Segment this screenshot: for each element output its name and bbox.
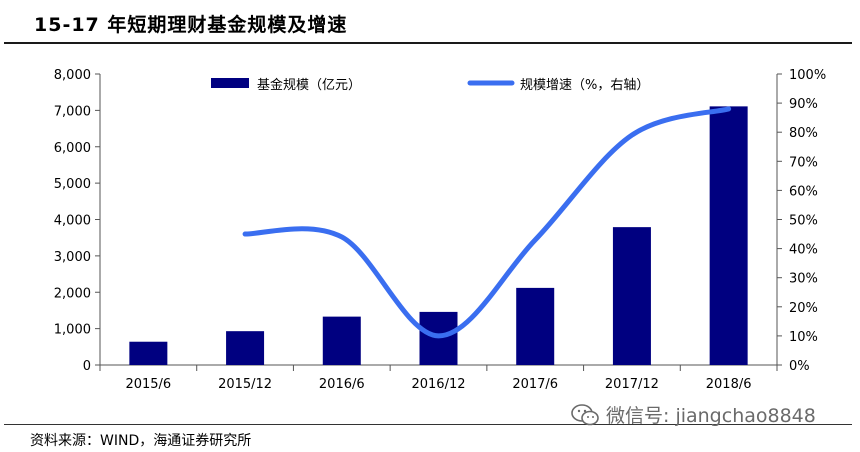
bar-series	[129, 106, 748, 365]
y-right-tick-label: 20%	[789, 301, 818, 316]
y-right-tick-label: 70%	[789, 155, 818, 170]
watermark-text: 微信号: jiangchao8848	[606, 405, 816, 427]
x-tick-label: 2015/12	[218, 377, 272, 392]
title-divider	[4, 42, 852, 44]
y-right-tick-label: 90%	[789, 97, 818, 112]
y-left-tick-label: 8,000	[54, 68, 91, 83]
legend-bar-swatch	[211, 78, 249, 88]
line-series	[242, 106, 732, 339]
y-left-tick-label: 4,000	[54, 214, 91, 229]
y-right-tick-label: 80%	[789, 126, 818, 141]
y-left-tick-label: 6,000	[54, 141, 91, 156]
watermark: 微信号: jiangchao8848	[570, 401, 816, 428]
chart-title: 15-17 年短期理财基金规模及增速	[34, 14, 348, 36]
growth-line	[242, 106, 732, 339]
x-tick-label: 2015/6	[125, 377, 171, 392]
y-right-axis: 0% 10% 20% 30% 40% 50% 60% 70% 80% 90% 100%	[777, 68, 826, 374]
bar	[709, 106, 748, 365]
y-left-tick-label: 1,000	[54, 323, 91, 338]
source-note: 资料来源：WIND，海通证券研究所	[30, 433, 252, 449]
wechat-icon	[571, 403, 599, 425]
y-right-tick-label: 40%	[789, 243, 818, 258]
y-left-tick-label: 0	[83, 359, 91, 374]
y-right-tick-label: 30%	[789, 272, 818, 287]
x-tick-label: 2017/6	[512, 377, 558, 392]
bar	[129, 341, 168, 365]
y-left-tick-label: 7,000	[54, 104, 91, 119]
y-left-tick-label: 2,000	[54, 286, 91, 301]
bar	[226, 331, 265, 365]
y-right-tick-label: 60%	[789, 184, 818, 199]
x-tick-label: 2017/12	[605, 377, 659, 392]
legend-line-label: 规模增速（%，右轴）	[520, 78, 649, 93]
y-left-axis: 0 1,000 2,000 3,000 4,000 5,000 6,000 7,000 8,00…	[54, 68, 100, 374]
y-right-tick-label: 0%	[789, 359, 810, 374]
bar	[322, 316, 361, 365]
x-tick-label: 2018/6	[706, 377, 752, 392]
x-tick-label: 2016/12	[411, 377, 465, 392]
y-left-tick-label: 3,000	[54, 250, 91, 265]
x-tick-label: 2016/6	[319, 377, 365, 392]
legend-bar-label: 基金规模（亿元）	[257, 77, 361, 93]
bar	[516, 287, 555, 365]
bar	[419, 311, 458, 365]
bar	[612, 227, 651, 365]
footer-divider	[4, 424, 852, 425]
y-right-tick-label: 50%	[789, 214, 818, 229]
legend: 基金规模（亿元） 规模增速（%，右轴）	[211, 77, 649, 93]
y-right-tick-label: 10%	[789, 330, 818, 345]
y-left-tick-label: 5,000	[54, 177, 91, 192]
x-axis: 2015/6 2015/12 2016/6 2016/12 2017/6 2017/12 2…	[99, 365, 778, 392]
y-right-tick-label: 100%	[789, 68, 826, 83]
